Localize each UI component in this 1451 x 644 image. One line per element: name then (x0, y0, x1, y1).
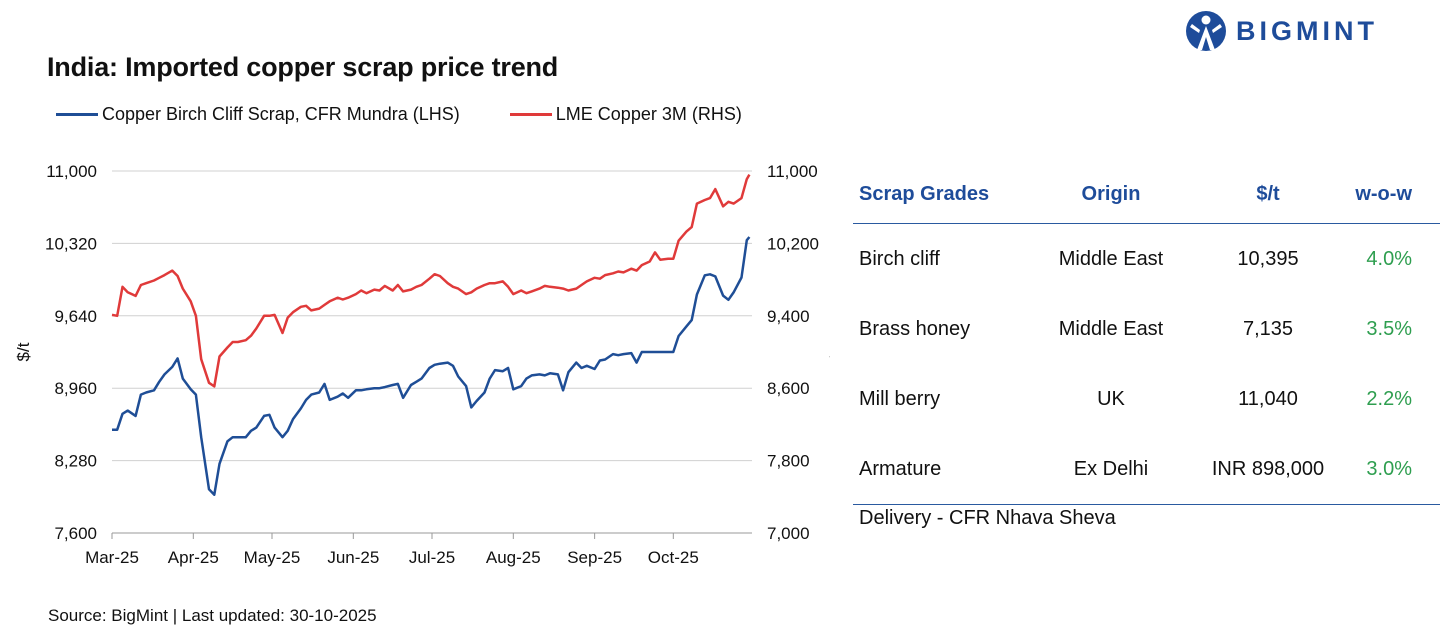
cell-grade: Birch cliff (859, 247, 940, 270)
x-tick-label: May-25 (244, 548, 301, 567)
price-trend-chart: 7,600 8,280 8,960 9,640 10,320 11,000 7,000 7,8… (14, 162, 830, 567)
y-right-tick-label: 9,400 (767, 307, 810, 326)
y-right-tick-label: 7,800 (767, 452, 810, 471)
cell-grade: Armature (853, 434, 1020, 505)
cell-origin: Middle East (1058, 317, 1164, 340)
y-right-tick-label: 10,200 (767, 234, 819, 253)
header-origin: Origin (1020, 165, 1202, 224)
cell-wow: 3.0% (1334, 434, 1440, 505)
cell-grade: Mill berry (859, 387, 941, 410)
y-left-tick-label: 8,280 (54, 452, 97, 471)
table-header-row: Scrap Grades Origin $/t w-o-w (853, 165, 1440, 224)
x-tick-label: Jun-25 (327, 548, 379, 567)
y-left-axis-title: $/t (14, 342, 33, 361)
y-left-tick-label: 8,960 (54, 379, 97, 398)
cell-wow: 3.5% (1366, 317, 1412, 340)
y-left-tick-label: 7,600 (54, 524, 97, 543)
cell-wow: 2.2% (1366, 387, 1412, 410)
cell-origin: Middle East (1058, 247, 1164, 270)
table-row: Mill berry UK 11,040 2.2% (853, 364, 1440, 434)
legend-item-scrap: Copper Birch Cliff Scrap, CFR Mundra (LH… (56, 104, 460, 125)
cell-price: 11,040 (1238, 387, 1298, 410)
y-left-tick-label: 11,000 (46, 162, 97, 181)
table-row: Brass honey Middle East 7,135 3.5% (853, 294, 1440, 364)
header-price: $/t (1202, 165, 1334, 224)
scrap-grades-table: Scrap Grades Origin $/t w-o-w Birch clif… (853, 165, 1440, 505)
x-tick-label: Sep-25 (567, 548, 622, 567)
series-line-scrap (112, 236, 751, 496)
cell-price: 10,395 (1237, 247, 1299, 270)
table-row: Birch cliff Middle East 10,395 4.0% (853, 224, 1440, 295)
legend-swatch-lme (509, 113, 552, 116)
y-left-tick-label: 9,640 (54, 307, 97, 326)
x-tick-label: Apr-25 (168, 548, 219, 567)
legend-swatch-scrap (56, 113, 98, 116)
bigmint-logo-text: BIGMINT (1236, 15, 1378, 46)
y-right-tick-label: 8,600 (767, 379, 810, 398)
x-tick-label: Aug-25 (486, 548, 541, 567)
y-right-tick-label: 7,000 (767, 524, 810, 543)
legend-item-lme: LME Copper 3M (RHS) (509, 104, 742, 125)
x-tick-label: Mar-25 (85, 548, 139, 567)
cell-price: 7,135 (1242, 317, 1294, 340)
header-scrap-grades: Scrap Grades (853, 165, 1020, 224)
table-row: Armature Ex Delhi INR 898,000 3.0% (853, 434, 1440, 505)
series-line-lme (111, 173, 751, 388)
y-right-tick-label: 11,000 (767, 162, 818, 181)
chart-title: India: Imported copper scrap price trend (47, 52, 559, 82)
delivery-note: Delivery - CFR Nhava Sheva (859, 507, 1116, 529)
x-tick-label: Jul-25 (409, 548, 455, 567)
source-note: Source: BigMint | Last updated: 30-10-20… (48, 606, 377, 625)
cell-origin: UK (1097, 387, 1125, 410)
legend-label-scrap: Copper Birch Cliff Scrap, CFR Mundra (LH… (102, 104, 460, 124)
cell-price: INR 898,000 (1202, 434, 1334, 505)
x-tick-label: Oct-25 (648, 548, 699, 567)
bigmint-logo-icon (1186, 11, 1226, 51)
cell-grade: Brass honey (859, 317, 971, 340)
chart-legend: Copper Birch Cliff Scrap, CFR Mundra (LH… (56, 104, 792, 125)
y-right-axis-title: $/t (827, 342, 830, 361)
cell-wow: 4.0% (1366, 247, 1412, 270)
legend-label-lme: LME Copper 3M (RHS) (555, 104, 742, 124)
y-left-tick-label: 10,320 (45, 234, 97, 253)
header-wow: w-o-w (1334, 165, 1440, 224)
bigmint-logo: BIGMINT (1184, 10, 1378, 52)
cell-origin: Ex Delhi (1020, 434, 1202, 505)
